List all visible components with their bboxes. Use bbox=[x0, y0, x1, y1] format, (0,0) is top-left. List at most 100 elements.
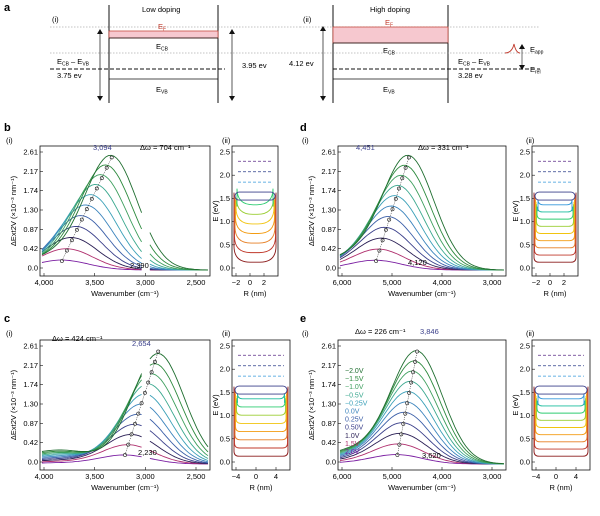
e-ii-well-curve bbox=[533, 386, 589, 457]
low-gap-label: ECB – EVB bbox=[57, 57, 90, 68]
c-ii-well-curve bbox=[234, 388, 288, 449]
legend-e-item: 1.0V bbox=[345, 433, 360, 440]
d-i-xlabel: Wavenumber (cm⁻¹) bbox=[388, 289, 456, 298]
b-i-ytick-label: 0.87 bbox=[23, 225, 38, 234]
d-i-ytick-label: 0.0 bbox=[326, 264, 336, 273]
c-i-ytick-label: 1.30 bbox=[23, 400, 38, 409]
panel-b-roman-i: (i) bbox=[6, 136, 13, 145]
d-ii-ylabel: E (eV) bbox=[511, 200, 520, 222]
d-i-ytick-label: 0.87 bbox=[321, 225, 336, 234]
e-i-ytick-label: 2.17 bbox=[321, 361, 336, 370]
b-ii-xtick-label: 2 bbox=[262, 278, 266, 287]
b-ii-well-curve bbox=[235, 201, 275, 225]
legend-e-item: −1.0V bbox=[345, 384, 364, 391]
c-i-ytick-label: 2.17 bbox=[23, 361, 38, 370]
d-i-xtick-label: 4,000 bbox=[433, 278, 452, 287]
e-i-xtick-label: 5,000 bbox=[383, 472, 402, 481]
panel-d-shift: Δω = 331 cm⁻¹ bbox=[418, 143, 469, 152]
d-ii-ytick-label: 1.5 bbox=[520, 194, 530, 203]
high-ef-label: EF bbox=[385, 18, 393, 29]
e-i-xtick-label: 4,000 bbox=[433, 472, 452, 481]
legend-e-item: 0.50V bbox=[345, 425, 364, 432]
high-ecb-label: ECB bbox=[383, 46, 396, 57]
e-ii-xlabel: R (nm) bbox=[550, 483, 573, 492]
spectrum-plot-d: 2.61 2.17 1.74 1.30 0.87 0.42 0.0 6,000 5,000 4,0… bbox=[307, 145, 507, 298]
low-ef-label: EF bbox=[158, 22, 166, 33]
e-ii-xtick-label: 4 bbox=[574, 472, 578, 481]
panel-c-low-label: 2,230 bbox=[138, 448, 157, 457]
b-ii-ytick-label: 0.0 bbox=[220, 264, 230, 273]
panel-d: d (i) (ii) 2.61 2.17 1.74 1.30 0.87 0.42 0.0 6,… bbox=[300, 122, 579, 298]
b-ii-well-curve bbox=[234, 194, 276, 254]
spectrum-plot-e: 2.61 2.17 1.74 1.30 0.87 0.42 0.0 6,000 5,000 4,0… bbox=[307, 339, 507, 492]
panel-c-peak-label: 2,654 bbox=[132, 339, 151, 348]
d-i-ytick-label: 2.17 bbox=[321, 167, 336, 176]
c-i-peak-marker bbox=[123, 453, 127, 457]
e-i-peak-marker bbox=[395, 453, 400, 457]
b-ii-well-curve bbox=[236, 188, 274, 207]
c-ii-well-curve bbox=[235, 393, 287, 433]
d-i-frame bbox=[337, 145, 507, 277]
c-i-xtick-label: 2,500 bbox=[187, 472, 206, 481]
e-i-peak-trace bbox=[399, 434, 402, 445]
d-ii-well-curve bbox=[536, 204, 574, 227]
c-i-xlabel: Wavenumber (cm⁻¹) bbox=[91, 483, 159, 492]
c-ii-ytick-label: 1.5 bbox=[220, 388, 230, 397]
e-ii-xtick-label: −4 bbox=[532, 472, 541, 481]
panel-e-roman-ii: (ii) bbox=[526, 329, 535, 338]
b-i-xtick-label: 3,000 bbox=[136, 278, 155, 287]
e-ii-well-curve bbox=[535, 395, 587, 428]
b-i-series-line bbox=[41, 237, 208, 271]
e-i-xtick-label: 3,000 bbox=[483, 472, 502, 481]
b-i-ytick-label: 1.74 bbox=[23, 186, 38, 195]
e-i-ytick-label: 0.42 bbox=[321, 438, 336, 447]
e-i-series-line bbox=[339, 391, 504, 465]
e-ii-well-curve bbox=[535, 393, 587, 436]
e-i-ytick-label: 1.30 bbox=[321, 400, 336, 409]
c-i-ytick-label: 0.87 bbox=[23, 419, 38, 428]
spectrum-plot-c: 2.61 2.17 1.74 1.30 0.87 0.42 0.0 4,000 3,500 3,0… bbox=[9, 339, 211, 492]
high-eapp-label: Eapp bbox=[530, 45, 544, 56]
d-ii-well-curve bbox=[533, 192, 577, 263]
d-i-series-line bbox=[339, 164, 504, 271]
d-ii-xtick-label: 2 bbox=[562, 278, 566, 287]
roman-ii: (ii) bbox=[303, 15, 312, 24]
e-i-xlabel: Wavenumber (cm⁻¹) bbox=[388, 483, 456, 492]
c-i-ytick-label: 1.74 bbox=[23, 380, 38, 389]
e-i-ytick-label: 0.87 bbox=[321, 419, 336, 428]
high-fermi-band bbox=[332, 26, 449, 44]
b-i-peak-marker bbox=[89, 196, 94, 201]
e-i-peak-trace bbox=[406, 392, 410, 404]
e-ii-ylabel: E (eV) bbox=[511, 394, 520, 416]
c-i-series-line bbox=[41, 423, 209, 464]
low-right-value: 3.95 ev bbox=[242, 61, 267, 70]
legend-e-item: 0.0V bbox=[345, 409, 360, 416]
c-ii-well-curve bbox=[234, 391, 288, 441]
e-i-ytick-label: 0.0 bbox=[326, 458, 336, 467]
panel-d-roman-i: (i) bbox=[302, 136, 309, 145]
legend-e-item: 2.0V bbox=[345, 449, 360, 456]
e-ii-well-curve bbox=[534, 391, 588, 443]
energy-plot-b: 2.5 2.0 1.5 1.0 0.5 0.0−2 0 2 E (eV) R (nm) bbox=[211, 145, 279, 298]
b-ii-band-outline bbox=[234, 191, 276, 201]
panel-c-roman-i: (i) bbox=[6, 329, 13, 338]
e-ii-frame bbox=[531, 339, 591, 471]
d-ii-well-curve bbox=[535, 201, 575, 234]
panel-d-low-label: 4,120 bbox=[408, 258, 427, 267]
e-i-ytick-label: 1.74 bbox=[321, 380, 336, 389]
panel-e-letter: e bbox=[300, 313, 306, 325]
c-ii-xtick-label: 4 bbox=[274, 472, 278, 481]
c-ii-band-outline bbox=[234, 385, 288, 395]
roman-i: (i) bbox=[52, 15, 59, 24]
panel-d-letter: d bbox=[300, 122, 307, 134]
d-ii-ytick-label: 2.5 bbox=[520, 148, 530, 157]
c-i-xtick-label: 3,000 bbox=[136, 472, 155, 481]
panel-d-peak-label: 4,451 bbox=[356, 143, 375, 152]
e-i-peak-trace bbox=[405, 403, 408, 414]
e-ii-well-curve bbox=[536, 398, 586, 421]
panel-e-low-label: 3,620 bbox=[422, 451, 441, 460]
c-ii-frame bbox=[231, 339, 291, 471]
d-i-ytick-label: 2.61 bbox=[321, 148, 336, 157]
d-ii-xlabel: R (nm) bbox=[544, 289, 567, 298]
e-ii-ytick-label: 2.5 bbox=[520, 342, 530, 351]
